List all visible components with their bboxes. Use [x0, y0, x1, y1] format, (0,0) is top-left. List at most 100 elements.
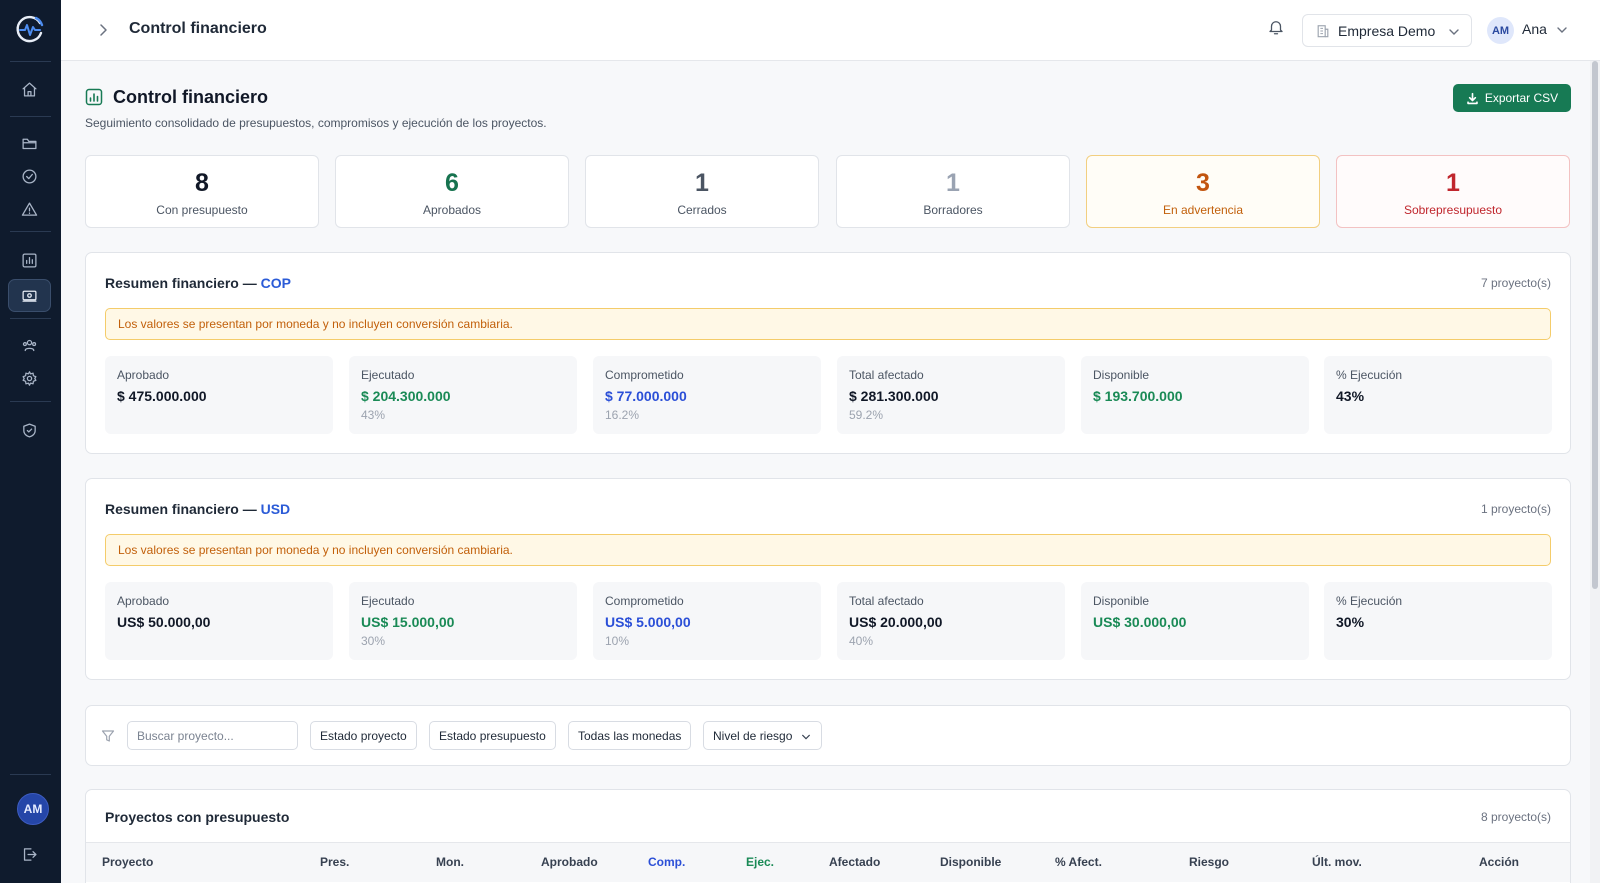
topbar: Control financiero Empresa Demo AM Ana: [61, 0, 1600, 61]
metric-execution-pct: % Ejecución 30%: [1324, 582, 1552, 660]
metric-label: Disponible: [1093, 368, 1150, 382]
company-selector[interactable]: Empresa Demo: [1302, 14, 1472, 47]
summary-title: Resumen financiero — COP: [105, 275, 291, 291]
scrollbar-thumb[interactable]: [1592, 61, 1598, 589]
shield-icon[interactable]: [18, 419, 40, 441]
metric-label: Total afectado: [849, 368, 924, 382]
stat-label: Con presupuesto: [156, 203, 248, 217]
col-risk[interactable]: Riesgo: [1189, 855, 1230, 869]
metric-available: Disponible US$ 30.000,00: [1081, 582, 1309, 660]
chevron-down-icon: [802, 734, 810, 740]
logout-icon[interactable]: [18, 843, 40, 865]
project-status-select[interactable]: Estado proyecto: [310, 721, 417, 750]
scrollbar[interactable]: [1590, 61, 1600, 883]
user-name[interactable]: Ana: [1522, 21, 1547, 37]
metric-label: Total afectado: [849, 594, 924, 608]
metric-available: Disponible $ 193.700.000: [1081, 356, 1309, 434]
col-budget[interactable]: Pres.: [320, 855, 350, 869]
sidebar-divider: [10, 401, 51, 402]
download-icon: [1467, 92, 1478, 104]
stat-card-danger[interactable]: 1 Sobrepresupuesto: [1336, 155, 1570, 228]
select-label: Estado proyecto: [320, 728, 407, 743]
summary-count: 7 proyecto(s): [1480, 276, 1551, 290]
export-csv-button[interactable]: Exportar CSV: [1453, 84, 1571, 112]
bell-icon[interactable]: [1267, 18, 1285, 36]
metric-value: US$ 30.000,00: [1093, 614, 1187, 630]
metric-execution-pct: % Ejecución 43%: [1324, 356, 1552, 434]
col-action[interactable]: Acción: [1479, 855, 1520, 869]
metric-percent: 16.2%: [605, 408, 640, 422]
projects-title: Proyectos con presupuesto: [105, 809, 290, 825]
metric-executed: Ejecutado $ 204.300.000 43%: [349, 356, 577, 434]
stat-label: Sobrepresupuesto: [1403, 203, 1503, 217]
warning-icon[interactable]: [18, 198, 40, 220]
stat-label: Borradores: [923, 203, 983, 217]
sidebar-divider: [10, 231, 51, 232]
stat-card[interactable]: 1 Borradores: [836, 155, 1070, 228]
budget-status-select[interactable]: Estado presupuesto: [429, 721, 556, 750]
metric-value: $ 193.700.000: [1093, 388, 1183, 404]
metric-percent: 10%: [605, 634, 630, 648]
check-circle-icon[interactable]: [18, 165, 40, 187]
metric-label: Disponible: [1093, 594, 1150, 608]
col-committed[interactable]: Comp.: [648, 855, 686, 869]
col-affected[interactable]: Afectado: [829, 855, 881, 869]
col-currency[interactable]: Mon.: [436, 855, 464, 869]
users-icon[interactable]: [18, 334, 40, 356]
metric-percent: 43%: [361, 408, 386, 422]
col-approved[interactable]: Aprobado: [541, 855, 598, 869]
metric-label: Comprometido: [605, 594, 684, 608]
folder-icon[interactable]: [18, 132, 40, 154]
company-name: Empresa Demo: [1338, 22, 1436, 39]
metric-value: US$ 50.000,00: [117, 614, 211, 630]
projects-panel: Proyectos con presupuesto 8 proyecto(s) …: [85, 789, 1571, 883]
metric-value: $ 77.000.000: [605, 388, 687, 404]
sidebar-avatar[interactable]: AM: [17, 793, 49, 825]
stat-value: 6: [445, 169, 459, 197]
stat-card[interactable]: 8 Con presupuesto: [85, 155, 319, 228]
metric-label: Ejecutado: [361, 594, 415, 608]
col-available[interactable]: Disponible: [940, 855, 1002, 869]
page-subtitle: Seguimiento consolidado de presupuestos,…: [85, 116, 547, 130]
filter-bar: Estado proyecto Estado presupuesto Todas…: [85, 705, 1571, 766]
sidebar-divider: [10, 61, 51, 62]
summary-title: Resumen financiero — USD: [105, 501, 291, 517]
risk-level-select[interactable]: Nivel de riesgo: [703, 721, 822, 750]
stat-value: 1: [695, 169, 709, 197]
metric-label: Aprobado: [117, 594, 170, 608]
metric-approved: Aprobado US$ 50.000,00: [105, 582, 333, 660]
stat-card[interactable]: 1 Cerrados: [585, 155, 819, 228]
currency-select[interactable]: Todas las monedas: [568, 721, 691, 750]
chevron-down-icon[interactable]: [1556, 24, 1568, 36]
metric-value: US$ 20.000,00: [849, 614, 943, 630]
col-executed[interactable]: Ejec.: [746, 855, 775, 869]
metric-label: % Ejecución: [1336, 594, 1403, 608]
chart-icon[interactable]: [18, 249, 40, 271]
topbar-title: Control financiero: [129, 20, 267, 37]
sidebar-divider: [10, 774, 51, 775]
money-icon[interactable]: [18, 284, 40, 306]
summary-count: 1 proyecto(s): [1480, 502, 1551, 516]
metric-value: $ 281.300.000: [849, 388, 939, 404]
app-logo-icon[interactable]: [14, 13, 46, 45]
chevron-right-icon[interactable]: [95, 22, 111, 38]
col-affected-pct[interactable]: % Afect.: [1055, 855, 1102, 869]
col-project[interactable]: Proyecto: [102, 855, 154, 869]
stat-value: 8: [195, 169, 209, 197]
user-avatar[interactable]: AM: [1487, 17, 1514, 44]
stat-card-warning[interactable]: 3 En advertencia: [1086, 155, 1320, 228]
stat-card[interactable]: 6 Aprobados: [335, 155, 569, 228]
metric-label: Ejecutado: [361, 368, 415, 382]
sidebar-divider: [10, 318, 51, 319]
home-icon[interactable]: [18, 78, 40, 100]
metric-value: US$ 5.000,00: [605, 614, 691, 630]
stat-label: En advertencia: [1162, 203, 1244, 217]
metric-label: % Ejecución: [1336, 368, 1403, 382]
metric-total-affected: Total afectado $ 281.300.000 59.2%: [837, 356, 1065, 434]
search-input[interactable]: [127, 721, 298, 750]
building-icon: [1317, 24, 1329, 37]
metric-value: $ 475.000.000: [117, 388, 207, 404]
col-last-movement[interactable]: Últ. mov.: [1312, 855, 1362, 869]
settings-icon[interactable]: [18, 367, 40, 389]
select-label: Todas las monedas: [578, 728, 682, 743]
